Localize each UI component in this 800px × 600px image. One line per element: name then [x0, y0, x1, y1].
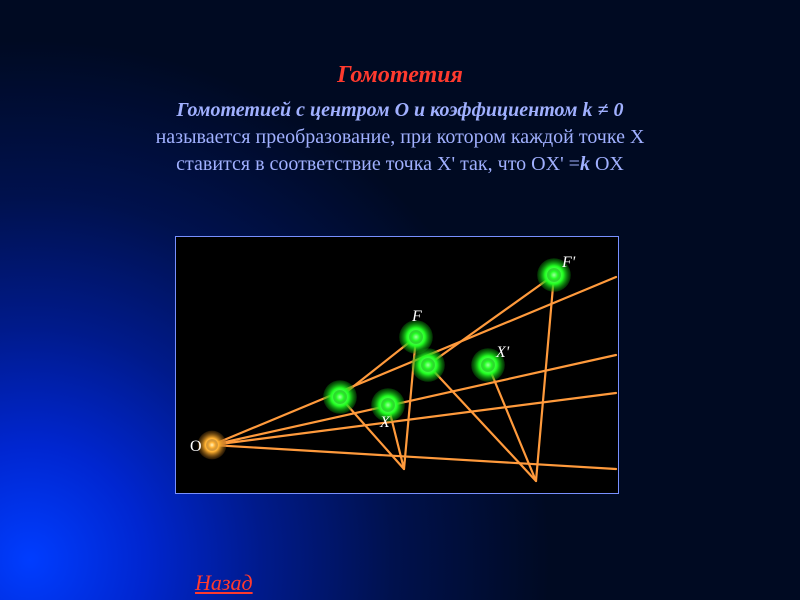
definition-line-3-post: OX	[590, 153, 624, 175]
homothety-diagram: O F F' X X'	[175, 236, 619, 494]
svg-text:X': X'	[495, 344, 510, 361]
back-link[interactable]: Назад	[195, 570, 253, 596]
definition-k: k	[580, 153, 590, 175]
slide-title: Гомотетия	[80, 62, 720, 89]
definition-line-3-pre: ставится в соответствие точка X' так, чт…	[176, 153, 580, 175]
svg-text:X: X	[379, 414, 391, 431]
definition-line-3: ставится в соответствие точка X' так, чт…	[80, 151, 720, 178]
definition-line-1: Гомотетией с центром О и коэффициентом k…	[80, 97, 720, 124]
diagram-svg: O F F' X X'	[176, 237, 618, 493]
definition-line-2: называется преобразование, при котором к…	[80, 124, 720, 151]
svg-text:F': F'	[561, 254, 576, 271]
title-block: Гомотетия Гомотетией с центром О и коэфф…	[0, 62, 800, 178]
definition-strong: Гомотетией с центром О и коэффициентом k…	[177, 99, 624, 121]
svg-text:O: O	[190, 438, 202, 455]
svg-text:F: F	[411, 308, 422, 325]
